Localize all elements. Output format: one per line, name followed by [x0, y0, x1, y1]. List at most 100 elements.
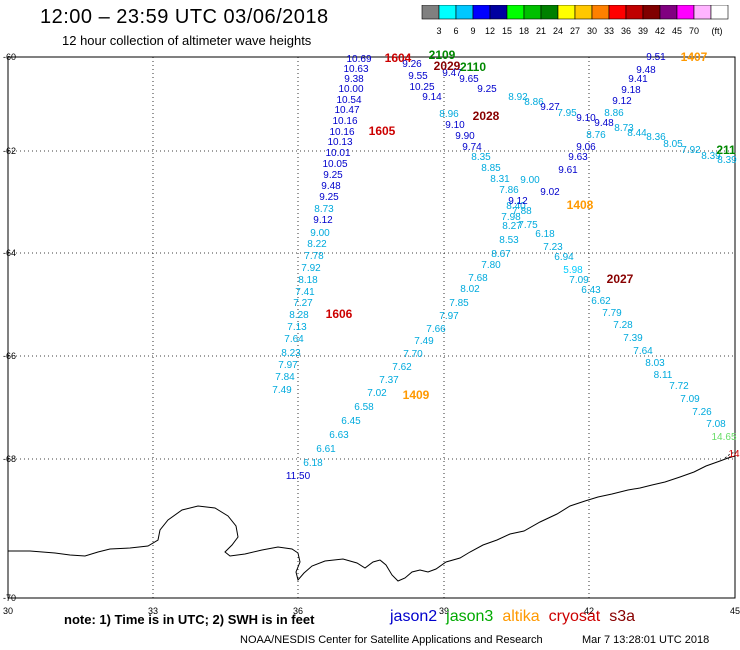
wave-height-label: 9.00	[310, 228, 330, 239]
track-time-label: 211	[716, 143, 736, 157]
wave-height-label: 9.02	[540, 187, 560, 198]
satellite-name: cryosat	[548, 608, 601, 625]
wave-height-label: 7.28	[613, 320, 633, 331]
y-tick-label: -62	[3, 146, 16, 156]
wave-height-label: 8.28	[289, 310, 309, 321]
track-time-label: 1605	[369, 124, 396, 138]
wave-height-label: 7.23	[543, 242, 563, 253]
wave-height-label: 9.63	[568, 152, 588, 163]
wave-height-label: 10.69	[346, 54, 371, 65]
wave-height-label: 10.01	[325, 148, 350, 159]
wave-height-label: 9.38	[344, 74, 364, 85]
wave-height-label: 7.97	[439, 311, 459, 322]
wave-height-label: 10.00	[338, 84, 363, 95]
x-tick-label: 39	[439, 606, 449, 616]
wave-height-label: 8.73	[314, 204, 334, 215]
wave-height-label: 7.49	[414, 336, 434, 347]
wave-height-label: 7.97	[278, 360, 298, 371]
wave-height-label: 7.26	[692, 407, 712, 418]
wave-height-label: 7.41	[295, 287, 315, 298]
wave-height-label: 7.64	[633, 346, 653, 357]
track-time-label: 2028	[473, 109, 500, 123]
wave-height-label: 9.12	[612, 96, 632, 107]
legend-label: 24	[553, 26, 563, 36]
wave-height-label: 6.58	[354, 402, 374, 413]
wave-height-label: 10.13	[327, 137, 352, 148]
wave-height-label: 10.16	[332, 116, 357, 127]
satellite-name: s3a	[609, 608, 636, 625]
wave-height-label: 8.67	[491, 249, 511, 260]
wave-height-label: 7.79	[602, 308, 622, 319]
wave-height-label: 9.12	[508, 196, 528, 207]
wave-height-label: 9.00	[520, 175, 540, 186]
wave-height-label: 9.26	[402, 59, 422, 70]
wave-height-label: 10.16	[329, 127, 354, 138]
wave-height-label: 8.73	[614, 123, 634, 134]
wave-height-label: 6.43	[581, 285, 601, 296]
y-tick-label: -60	[3, 52, 16, 62]
wave-height-label: 7.84	[275, 372, 295, 383]
color-legend: 3 6 9 12 15 18 21 24 27 30 33 36 39 42 45 70 (ft)	[421, 5, 729, 36]
legend-label: 15	[502, 26, 512, 36]
wave-height-label: 10.25	[409, 82, 434, 93]
wave-height-label: 7.13	[287, 322, 307, 333]
track-time-label: 2027	[607, 272, 634, 286]
track-time-label: 1606	[326, 307, 353, 321]
wave-height-label: 14.65	[711, 432, 736, 443]
x-tick-label: 45	[730, 606, 740, 616]
wave-height-label: 8.86	[604, 108, 624, 119]
track-time-label: 1409	[403, 388, 430, 402]
credit-timestamp: Mar 7 13:28:01 UTC 2018	[582, 634, 710, 646]
y-tick-label: -64	[3, 248, 16, 258]
wave-height-label: 8.36	[646, 132, 666, 143]
legend-label: 45	[672, 26, 682, 36]
wave-height-label: 9.74	[462, 142, 482, 153]
legend-label: 36	[621, 26, 631, 36]
wave-height-label: 9.25	[319, 192, 339, 203]
footer-note: note: 1) Time is in UTC; 2) SWH is in fe…	[64, 612, 315, 627]
wave-height-label: 7.98	[501, 212, 521, 223]
wave-height-label: 9.25	[323, 170, 343, 181]
wave-height-label: 10.63	[343, 64, 368, 75]
wave-height-label: 8.18	[298, 275, 318, 286]
wave-height-label: 8.27	[502, 221, 522, 232]
legend-label: 21	[536, 26, 546, 36]
wave-height-label: 7.70	[403, 349, 423, 360]
wave-height-label: 7.27	[293, 298, 313, 309]
legend-label: 70	[689, 26, 699, 36]
track-time-label: 1407	[681, 50, 708, 64]
satellite-name: altika	[502, 608, 540, 625]
legend-label: 39	[638, 26, 648, 36]
wave-height-label: 8.44	[627, 128, 647, 139]
wave-height-label: 9.51	[646, 52, 666, 63]
wave-height-label: 7.09	[569, 275, 589, 286]
legend-label: 27	[570, 26, 580, 36]
wave-height-label: 6.63	[329, 430, 349, 441]
wave-height-label: 9.18	[621, 85, 641, 96]
wave-height-label: 9.14	[422, 92, 442, 103]
wave-height-label: 9.12	[313, 215, 333, 226]
wave-height-label: 9.25	[477, 84, 497, 95]
wave-height-label: 8.85	[481, 163, 501, 174]
wave-height-label: 8.39	[701, 151, 721, 162]
wave-height-label: 7.95	[557, 108, 577, 119]
wave-height-label: 6.94	[554, 252, 574, 263]
wave-height-label: 7.64	[284, 334, 304, 345]
wave-height-label: 7.62	[392, 362, 412, 373]
satellite-name: jason3	[446, 608, 494, 625]
map-title: 12:00 – 23:59 UTC 03/06/2018	[40, 6, 329, 28]
y-tick-label: -70	[3, 593, 16, 603]
wave-height-label: 7.66	[426, 324, 446, 335]
wave-height-label: 7.08	[706, 419, 726, 430]
satellite-name: jason2	[390, 608, 438, 625]
wave-height-label: 7.39	[623, 333, 643, 344]
wave-height-label: 8.92	[508, 92, 528, 103]
wave-height-label: 8.76	[586, 130, 606, 141]
legend-label: 42	[655, 26, 665, 36]
wave-height-label: 9.61	[558, 165, 578, 176]
x-tick-label: 33	[148, 606, 158, 616]
wave-height-label: 8.31	[490, 174, 510, 185]
x-tick-label: 36	[293, 606, 303, 616]
wave-height-label: 7.86	[499, 185, 519, 196]
